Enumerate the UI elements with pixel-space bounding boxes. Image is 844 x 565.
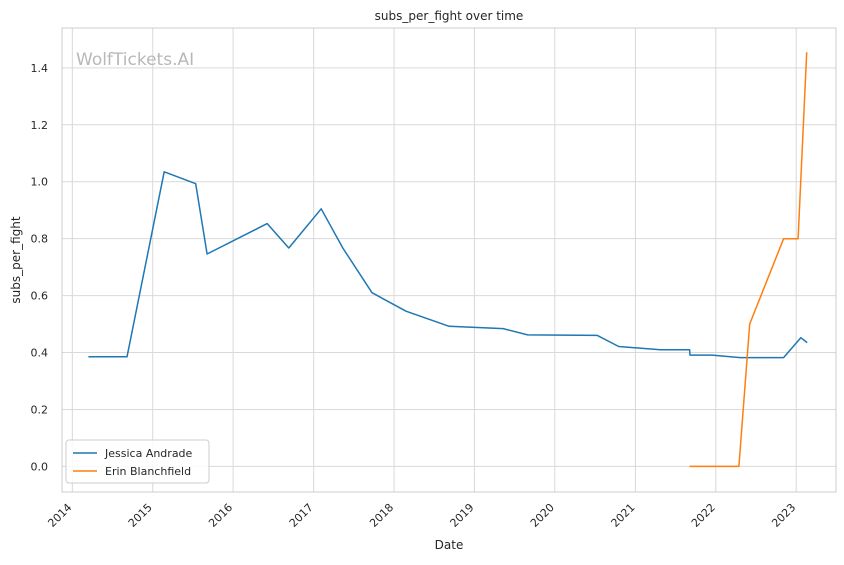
x-axis-label: Date (435, 538, 464, 552)
y-tick-label: 0.2 (31, 403, 49, 416)
y-tick-label: 0.0 (31, 460, 49, 473)
y-tick-label: 1.4 (31, 62, 49, 75)
y-tick-labels: 0.0 0.2 0.4 0.6 0.8 1.0 1.2 1.4 (31, 62, 49, 474)
legend-box (65, 439, 210, 484)
series-lines (88, 52, 808, 468)
y-tick-label: 1.2 (31, 119, 49, 132)
series-line-2 (689, 52, 808, 468)
legend: Jessica Andrade Erin Blanchfield (65, 439, 210, 484)
plot-area (61, 27, 837, 493)
watermark: WolfTickets.AI (76, 50, 194, 70)
legend-label-series-1: Jessica Andrade (104, 447, 193, 460)
series-line-1 (88, 171, 808, 359)
chart-title: subs_per_fight over time (375, 9, 524, 23)
y-tick-label: 0.8 (31, 233, 49, 246)
y-tick-label: 0.4 (31, 347, 49, 360)
y-axis-label: subs_per_fight (9, 216, 23, 303)
y-tick-label: 0.6 (31, 290, 49, 303)
y-tick-label: 1.0 (31, 176, 49, 189)
legend-label-series-2: Erin Blanchfield (105, 465, 191, 478)
